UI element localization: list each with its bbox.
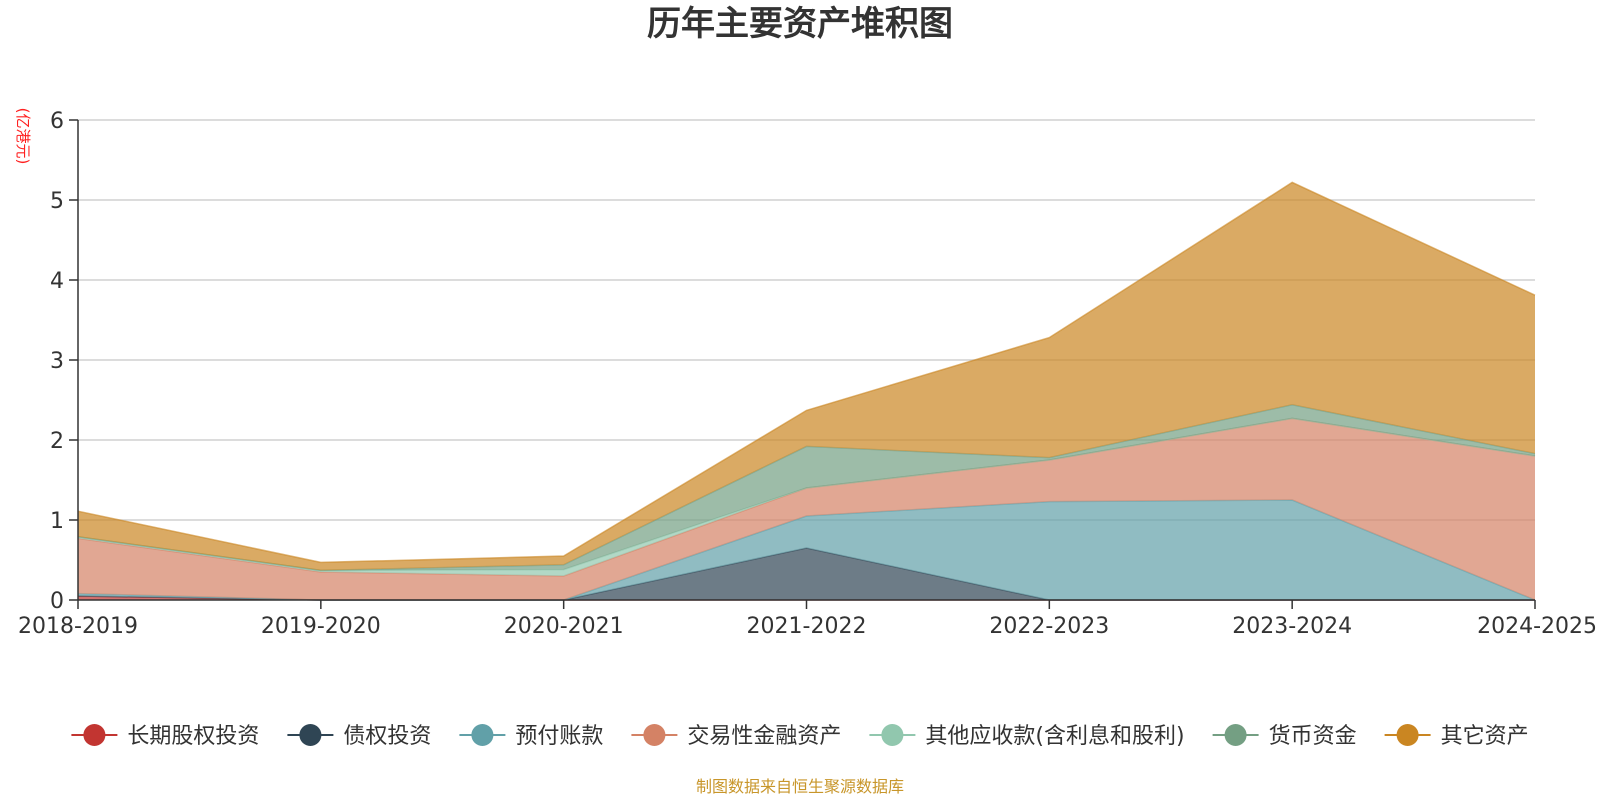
y-tick-label: 1 xyxy=(50,509,64,534)
legend-item-4[interactable]: 交易性金融资产 xyxy=(631,724,841,749)
axes: 0 1 2 3 4 5 6 2018-2019 2019-2020 2020-2021 2021-2… xyxy=(18,109,1597,639)
x-tick-label: 2021-2022 xyxy=(747,614,867,639)
legend-label: 债权投资 xyxy=(343,724,431,749)
x-tick-label: 2018-2019 xyxy=(18,614,138,639)
data-source-note: 制图数据来自恒生聚源数据库 xyxy=(696,777,904,796)
y-tick-label: 6 xyxy=(50,109,64,134)
legend-marker xyxy=(1224,724,1247,746)
legend-item-1[interactable]: 长期股权投资 xyxy=(71,724,259,749)
x-tick-label: 2019-2020 xyxy=(261,614,381,639)
x-tick-label: 2023-2024 xyxy=(1232,614,1352,639)
x-tick-label: 2024-2025 xyxy=(1477,614,1597,639)
area-series-2[interactable] xyxy=(78,548,1535,600)
x-tick-label: 2020-2021 xyxy=(504,614,624,639)
y-tick-label: 2 xyxy=(50,429,64,454)
area-series-group xyxy=(77,181,1536,601)
legend-label: 货币资金 xyxy=(1269,724,1357,749)
y-tick-label: 4 xyxy=(50,269,64,294)
legend-item-2[interactable]: 债权投资 xyxy=(287,724,431,749)
chart-title: 历年主要资产堆积图 xyxy=(647,4,953,44)
area-series-6[interactable] xyxy=(78,404,1535,571)
legend-item-3[interactable]: 预付账款 xyxy=(459,724,603,749)
legend-item-5[interactable]: 其他应收款(含利息和股利) xyxy=(869,724,1185,749)
area-series-line-7 xyxy=(77,181,1536,564)
legend-marker xyxy=(643,724,666,746)
legend-marker xyxy=(471,724,494,746)
y-tick-label: 0 xyxy=(50,589,64,614)
legend-item-6[interactable]: 货币资金 xyxy=(1212,724,1357,749)
legend-label: 其他应收款(含利息和股利) xyxy=(925,724,1184,749)
legend-label: 交易性金融资产 xyxy=(687,724,841,749)
area-series-7[interactable] xyxy=(78,182,1535,571)
legend-marker xyxy=(83,724,106,746)
y-tick-label: 3 xyxy=(50,349,64,374)
y-unit-label: (亿港元) xyxy=(14,108,32,165)
area-series-4[interactable] xyxy=(78,418,1535,600)
legend-label: 预付账款 xyxy=(515,724,603,749)
x-tick-label: 2022-2023 xyxy=(989,614,1109,639)
y-tick-label: 5 xyxy=(50,189,64,214)
legend-marker xyxy=(1396,724,1419,746)
legend-label: 长期股权投资 xyxy=(127,724,259,749)
legend-label: 其它资产 xyxy=(1441,724,1529,749)
legend-item-7[interactable]: 其它资产 xyxy=(1384,724,1529,749)
area-series-3[interactable] xyxy=(78,500,1535,600)
legend[interactable]: 长期股权投资 债权投资 预付账款 交易性金融资产 其他应收款(含利息和股利) 货币资金 其它… xyxy=(71,724,1529,749)
legend-marker xyxy=(881,724,904,746)
legend-marker xyxy=(299,724,322,746)
